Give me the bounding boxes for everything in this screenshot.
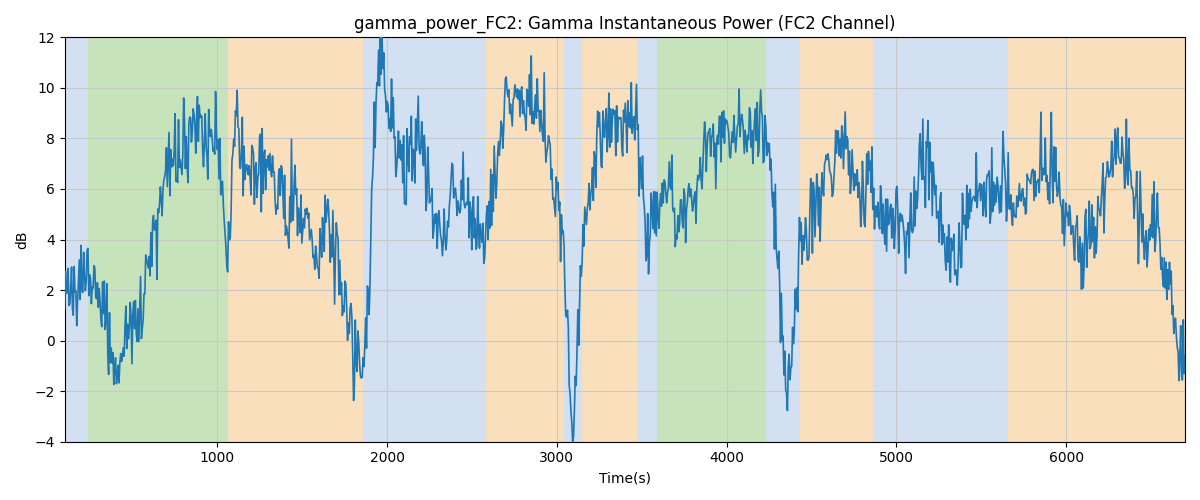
- Bar: [364, 38, 486, 442]
- Bar: [1034, 38, 1186, 442]
- Bar: [65, 38, 89, 442]
- Bar: [228, 38, 364, 442]
- Bar: [637, 38, 658, 442]
- Bar: [872, 38, 1008, 442]
- Bar: [564, 38, 582, 442]
- Bar: [582, 38, 637, 442]
- X-axis label: Time(s): Time(s): [599, 471, 650, 485]
- Bar: [658, 38, 766, 442]
- Bar: [766, 38, 799, 442]
- Bar: [89, 38, 228, 442]
- Bar: [1008, 38, 1034, 442]
- Title: gamma_power_FC2: Gamma Instantaneous Power (FC2 Channel): gamma_power_FC2: Gamma Instantaneous Pow…: [354, 15, 895, 34]
- Bar: [486, 38, 564, 442]
- Y-axis label: dB: dB: [14, 230, 29, 249]
- Bar: [799, 38, 872, 442]
